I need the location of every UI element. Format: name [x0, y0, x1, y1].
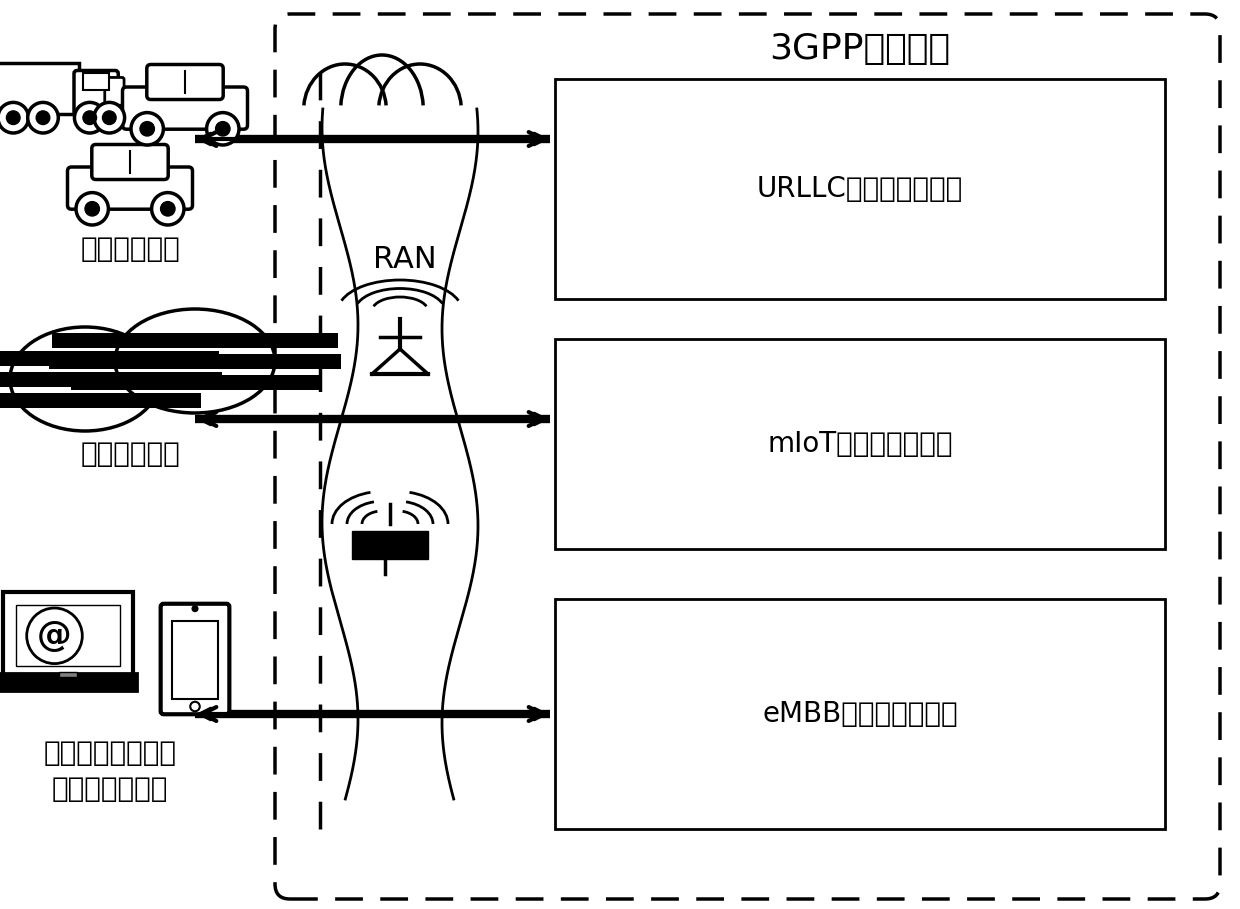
Text: eMBB类型的网络切片: eMBB类型的网络切片 — [763, 700, 957, 728]
Ellipse shape — [115, 309, 275, 413]
Circle shape — [94, 103, 124, 133]
Text: 物联网的终端: 物联网的终端 — [81, 440, 180, 468]
Circle shape — [6, 111, 20, 125]
Bar — [0, 352, 219, 366]
Text: 3GPP网络架构: 3GPP网络架构 — [770, 32, 951, 66]
Bar — [16, 605, 120, 666]
Circle shape — [86, 202, 99, 216]
FancyBboxPatch shape — [0, 63, 79, 114]
Circle shape — [27, 103, 58, 133]
Circle shape — [140, 122, 155, 136]
Bar — [0, 373, 222, 387]
Circle shape — [74, 103, 105, 133]
Circle shape — [131, 113, 164, 145]
Circle shape — [190, 702, 200, 711]
FancyBboxPatch shape — [161, 604, 229, 714]
FancyBboxPatch shape — [104, 77, 124, 105]
Circle shape — [216, 122, 229, 136]
FancyBboxPatch shape — [146, 65, 223, 99]
FancyBboxPatch shape — [123, 87, 248, 129]
Bar — [556, 339, 1166, 549]
Bar — [48, 355, 341, 369]
Bar — [556, 599, 1166, 829]
Bar — [0, 393, 201, 407]
Circle shape — [192, 605, 198, 612]
Text: 车联网的终端: 车联网的终端 — [81, 235, 180, 263]
FancyBboxPatch shape — [275, 14, 1220, 899]
Circle shape — [76, 193, 108, 225]
Circle shape — [151, 193, 184, 225]
FancyBboxPatch shape — [92, 145, 169, 179]
Bar — [60, 672, 77, 677]
Circle shape — [103, 111, 117, 125]
Text: URLLC类型的网络切片: URLLC类型的网络切片 — [756, 175, 963, 203]
Text: RAN: RAN — [373, 245, 436, 274]
FancyBboxPatch shape — [74, 71, 118, 115]
FancyBboxPatch shape — [0, 673, 136, 691]
Circle shape — [36, 111, 50, 125]
Text: 对速率和移动性有
较高需求的终端: 对速率和移动性有 较高需求的终端 — [43, 739, 176, 804]
Bar — [52, 334, 339, 348]
FancyBboxPatch shape — [2, 592, 133, 676]
Bar — [556, 79, 1166, 299]
Circle shape — [161, 202, 175, 216]
Circle shape — [0, 103, 29, 133]
Bar — [72, 375, 319, 390]
Text: mIoT类型的网络切片: mIoT类型的网络切片 — [768, 430, 952, 458]
Bar — [172, 621, 218, 699]
FancyBboxPatch shape — [67, 167, 192, 209]
Text: @: @ — [37, 619, 72, 653]
Bar — [352, 531, 428, 559]
Circle shape — [83, 111, 97, 125]
Circle shape — [207, 113, 239, 145]
FancyBboxPatch shape — [83, 73, 109, 90]
Ellipse shape — [10, 327, 160, 431]
